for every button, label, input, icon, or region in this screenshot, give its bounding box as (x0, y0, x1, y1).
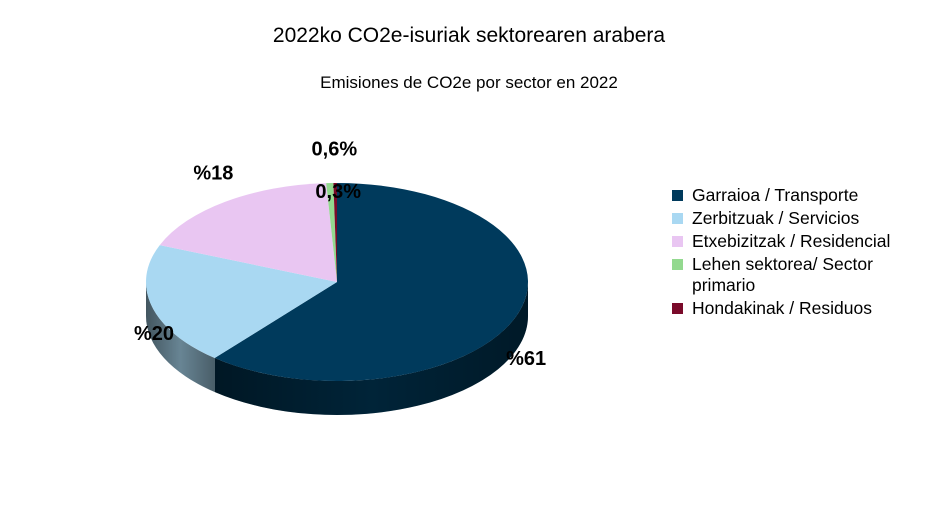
data-label-1: %20 (134, 323, 174, 345)
data-label-3: 0,6% (312, 138, 358, 160)
legend-swatch (672, 190, 683, 201)
legend-item: Zerbitzuak / Servicios (672, 208, 934, 229)
slice-2 (159, 183, 337, 282)
chart-subtitle: Emisiones de CO2e por sector en 2022 (320, 73, 618, 92)
legend-item: Garraioa / Transporte (672, 185, 934, 206)
legend-label: Hondakinak / Residuos (692, 298, 872, 318)
legend-label: Etxebizitzak / Residencial (692, 231, 891, 251)
legend: Garraioa / Transporte Zerbitzuak / Servic… (672, 185, 934, 321)
data-label-2: %18 (193, 162, 233, 184)
legend-swatch (672, 303, 683, 314)
slice-4 (333, 183, 337, 282)
chart-title: 2022ko CO2e-isuriak sektorearen arabera (272, 24, 666, 47)
legend-swatch (672, 236, 683, 247)
legend-label: Zerbitzuak / Servicios (692, 208, 860, 228)
legend-swatch (672, 213, 683, 224)
slice-0 (214, 183, 529, 381)
legend-item: Etxebizitzak / Residencial (672, 231, 934, 252)
data-label-0: %61 (506, 348, 546, 370)
legend-label: Lehen sektorea/ Sector primario (692, 254, 873, 295)
legend-label: Garraioa / Transporte (692, 185, 859, 205)
legend-item: Lehen sektorea/ Sector primario (672, 254, 934, 296)
legend-item: Hondakinak / Residuos (672, 298, 934, 319)
legend-swatch (672, 259, 683, 270)
slice-side-shade-1 (146, 282, 215, 393)
slice-side-shade-0 (214, 282, 528, 415)
slice-1 (145, 245, 337, 359)
data-label-4: 0,3% (315, 181, 361, 203)
slice-3 (326, 183, 337, 282)
